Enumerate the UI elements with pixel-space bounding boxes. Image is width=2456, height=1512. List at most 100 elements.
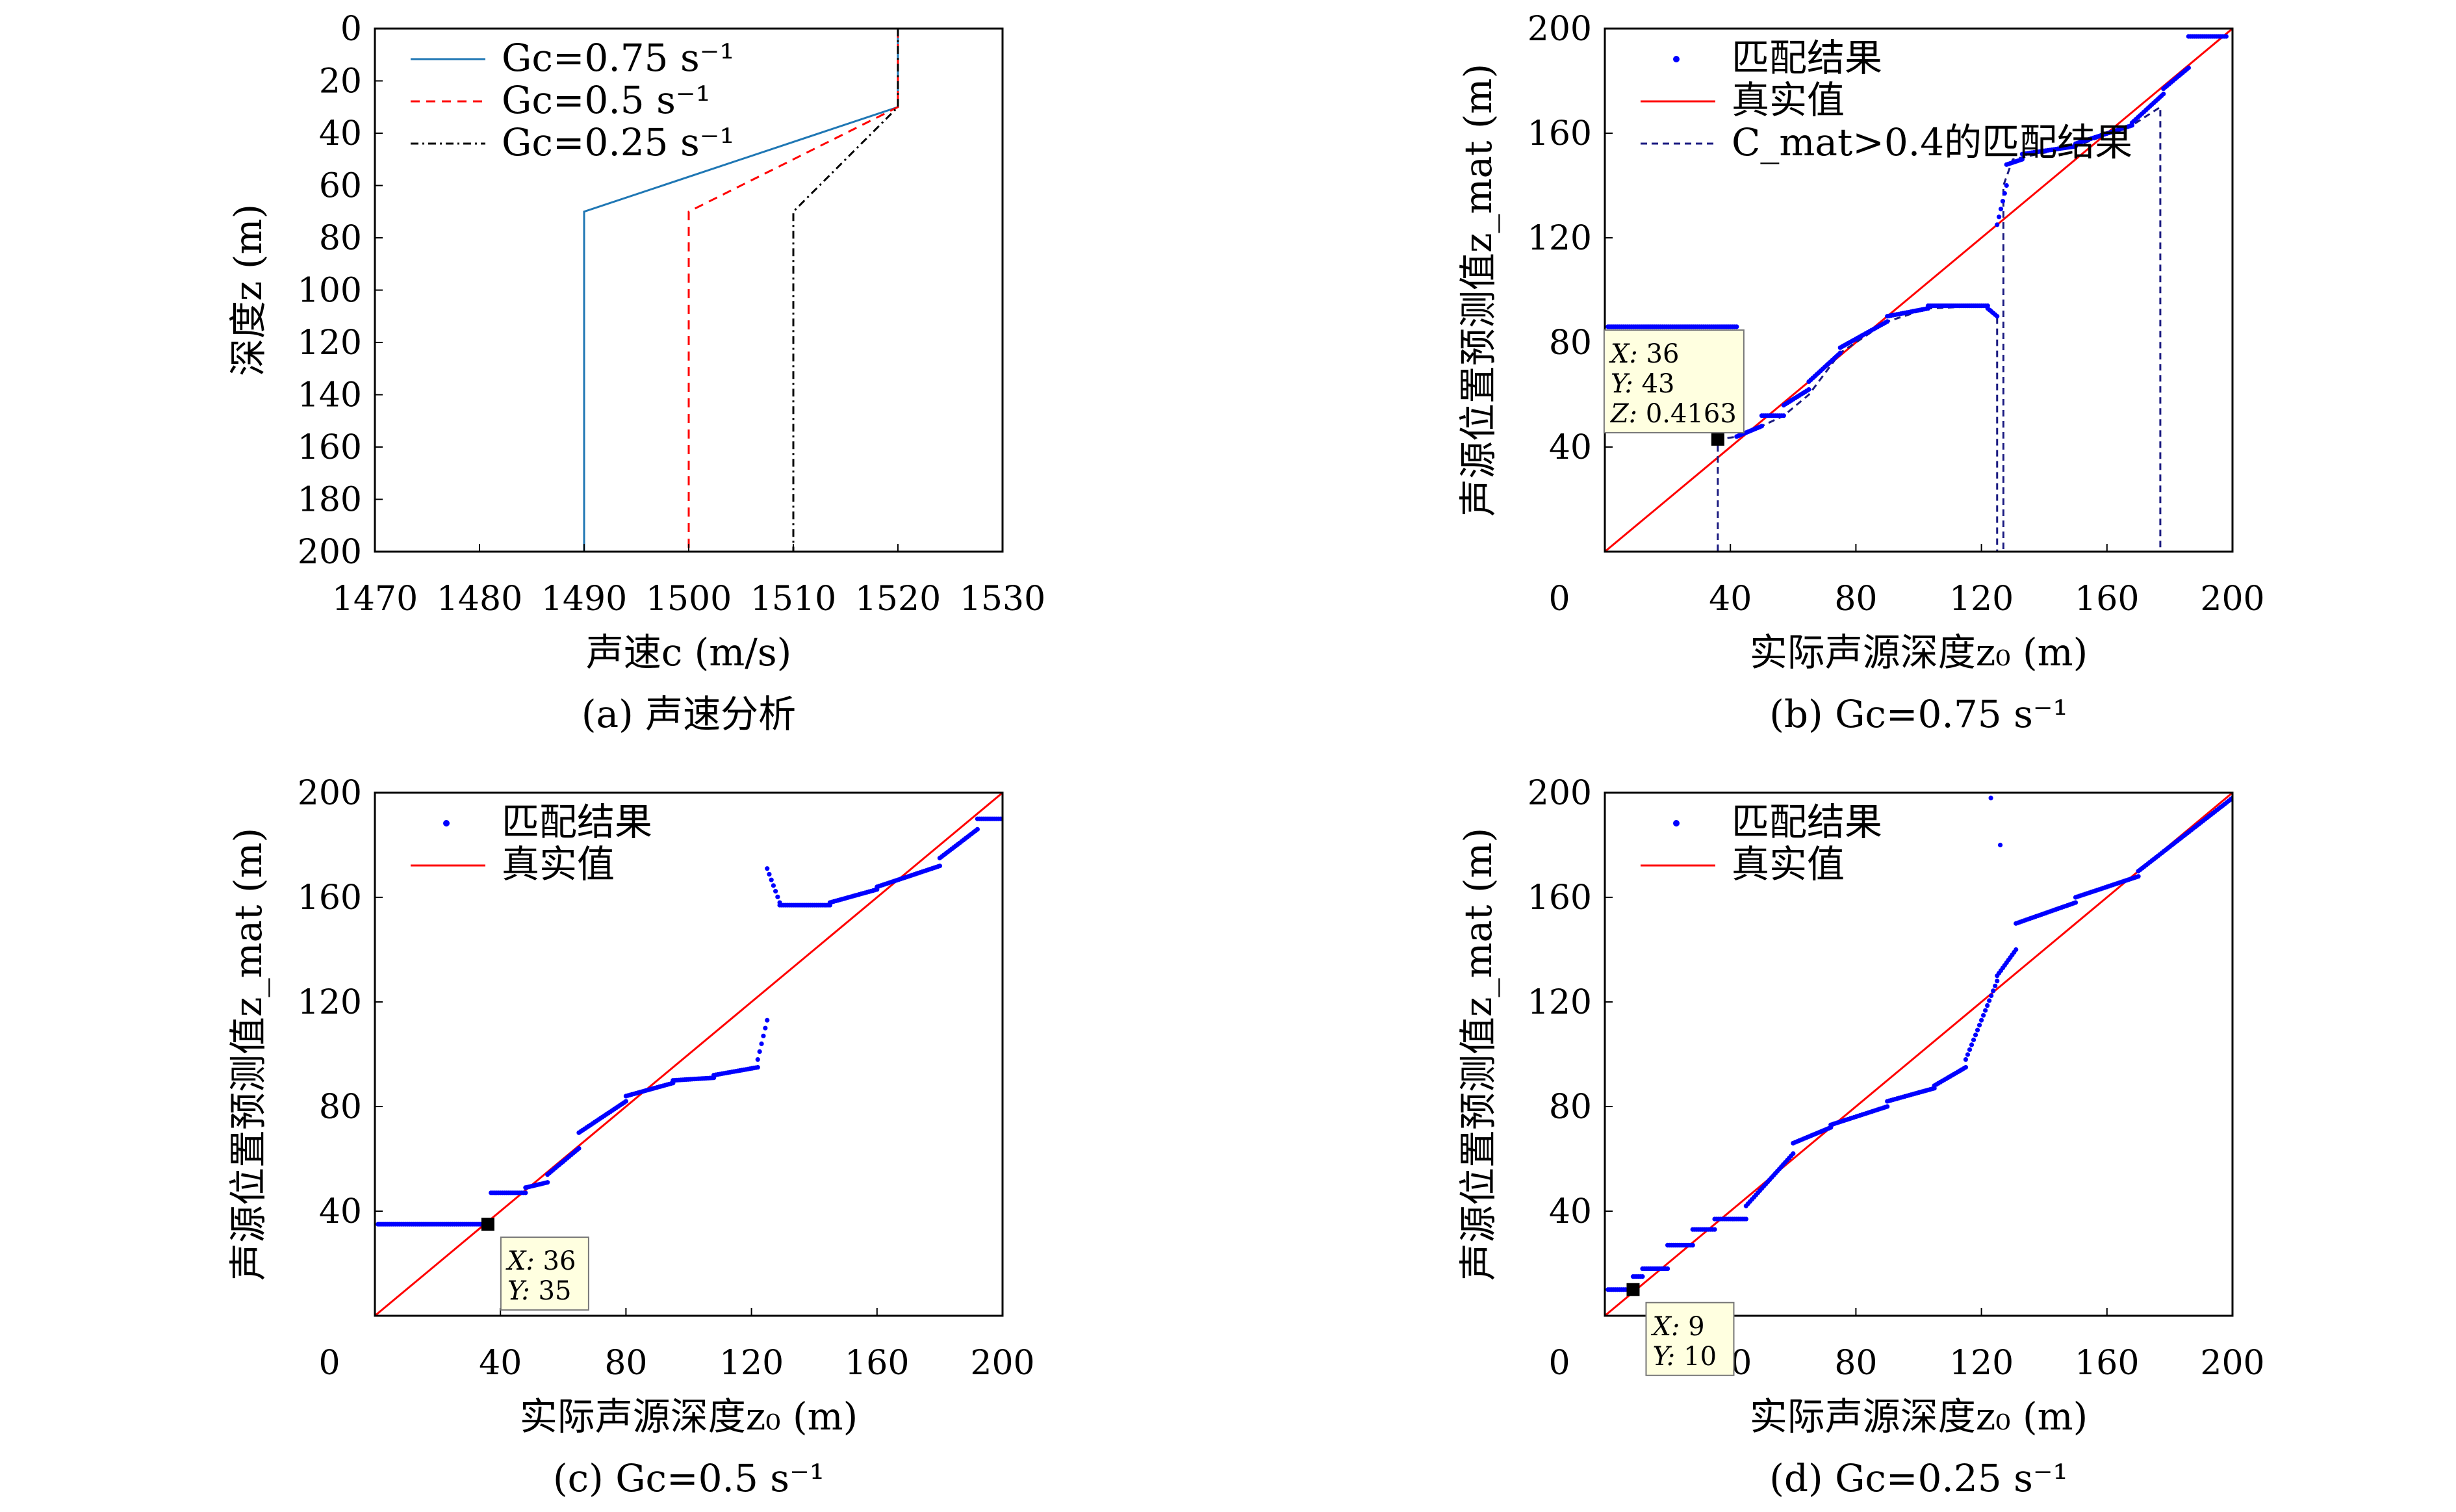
match-point [1981,1013,1986,1018]
series-line [792,29,899,552]
panel-b-gc-075: 0 40 80 120 160 200 40 80 120 160 200 实际声源深度z₀ (m) 声… [1456,10,2265,736]
x-tick-label: 160 [2075,1344,2139,1383]
y-tick-label: 180 [298,481,362,520]
legend-label: 真实值 [1732,78,1845,122]
match-point [765,1018,770,1023]
x-tick-label: 120 [719,1344,784,1383]
y-tick-label: 20 [319,62,362,101]
datatip-value: 10 [1683,1342,1717,1372]
x-tick-label: 0 [1548,1344,1570,1383]
y-axis-label: 声源位置预测值z_mat (m) [1456,64,1500,517]
match-point [1979,1018,1984,1023]
match-point [757,1049,762,1055]
y-tick-label: 140 [298,376,362,415]
axes-frame [1604,27,2234,553]
datatip-key: X: [1609,339,1646,369]
match-point [1806,387,1811,392]
legend: Gc=0.75 s⁻¹Gc=0.5 s⁻¹Gc=0.25 s⁻¹ [411,36,735,164]
datatip-key: Z: [1609,399,1646,429]
x-tick-label: 200 [2200,580,2264,619]
y-tick-label: 60 [319,167,362,206]
match-point [2014,947,2019,953]
match-point [761,1033,766,1038]
match-point [769,877,774,882]
match-point [1995,314,2000,319]
axes-frame [374,27,1004,553]
match-point [763,1025,768,1031]
y-tick-label: 100 [298,272,362,311]
y-tick-label: 80 [1549,1088,1592,1127]
datatip-marker [1626,1283,1640,1296]
match-point [1987,998,1992,1003]
y-tick-label: 40 [1549,428,1592,467]
match-point [767,871,772,877]
x-tick-label: 1490 [541,580,627,619]
panel-a-sound-speed: 1470 1480 1490 1500 1510 1520 1530 0 20 40 60 80 100… [226,10,1045,736]
legend-label: C_mat>0.4的匹配结果 [1732,120,2132,164]
y-tick-label: 160 [298,428,362,467]
match-point [1712,1227,1717,1232]
match-point [937,864,942,869]
match-point [1963,1057,1969,1062]
datatip-line: X: 9 [1650,1312,1704,1342]
datatip: X: 9Y: 10 [1645,1301,1735,1376]
legend-label: Gc=0.25 s⁻¹ [502,120,735,164]
match-point [1759,424,1765,429]
datatip-value: 36 [543,1246,576,1276]
datatip-line: Y: 10 [1652,1342,1717,1372]
match-point [1965,1052,1971,1057]
y-tick-label: 160 [1528,878,1592,917]
match-point [1885,319,1890,324]
match-point [2073,900,2079,905]
match-point [1997,214,2002,220]
datatip-value: 0.4163 [1646,399,1737,429]
match-point [1690,1242,1695,1248]
match-point [755,1057,760,1062]
match-point [2223,34,2229,39]
match-point [545,1180,550,1185]
match-point [975,826,980,832]
match-point [1973,1032,1978,1038]
y-tick-label: 120 [1528,983,1592,1022]
datatip-box [1645,1301,1735,1376]
x-tick-label: 0 [1548,580,1570,619]
datatip-value: 43 [1642,369,1675,399]
y-tick-label: 120 [298,983,362,1022]
match-point [1995,222,2000,227]
y-tick-label: 200 [298,774,362,813]
match-point [1640,1274,1645,1279]
datatip-line: Y: 35 [507,1276,572,1306]
subplot-caption: (d) Gc=0.25 s⁻¹ [1769,1456,2067,1500]
y-tick-label: 0 [340,10,362,49]
y-tick-label: 200 [1528,774,1592,813]
datatip-box [500,1237,589,1311]
match-point [2002,190,2007,196]
y-tick-label: 40 [319,1192,362,1231]
x-axis-label: 实际声源深度z₀ (m) [520,1394,858,1439]
match-point [1975,1027,1980,1032]
plot-area [1605,29,2232,552]
x-tick-label: 160 [2075,580,2139,619]
y-tick-label: 120 [298,324,362,363]
match-point [1743,1216,1748,1222]
match-point [2136,874,2141,879]
match-point [1971,1037,1976,1042]
x-tick-label: 80 [1834,580,1877,619]
legend-label: Gc=0.75 s⁻¹ [502,36,735,80]
match-point [1989,993,1994,999]
subplot-caption: (a) 声速分析 [582,692,796,736]
x-axis-label: 实际声源深度z₀ (m) [1750,1394,2088,1439]
x-tick-label: 1500 [646,580,732,619]
match-point [1969,1042,1975,1047]
x-tick-label: 0 [318,1344,340,1383]
threshold-curve [1607,105,2232,552]
match-point [2161,92,2166,97]
x-tick-label: 160 [845,1344,909,1383]
legend-label: Gc=0.5 s⁻¹ [502,78,711,122]
y-tick-label: 40 [1549,1192,1592,1231]
match-point [1963,1065,1969,1070]
